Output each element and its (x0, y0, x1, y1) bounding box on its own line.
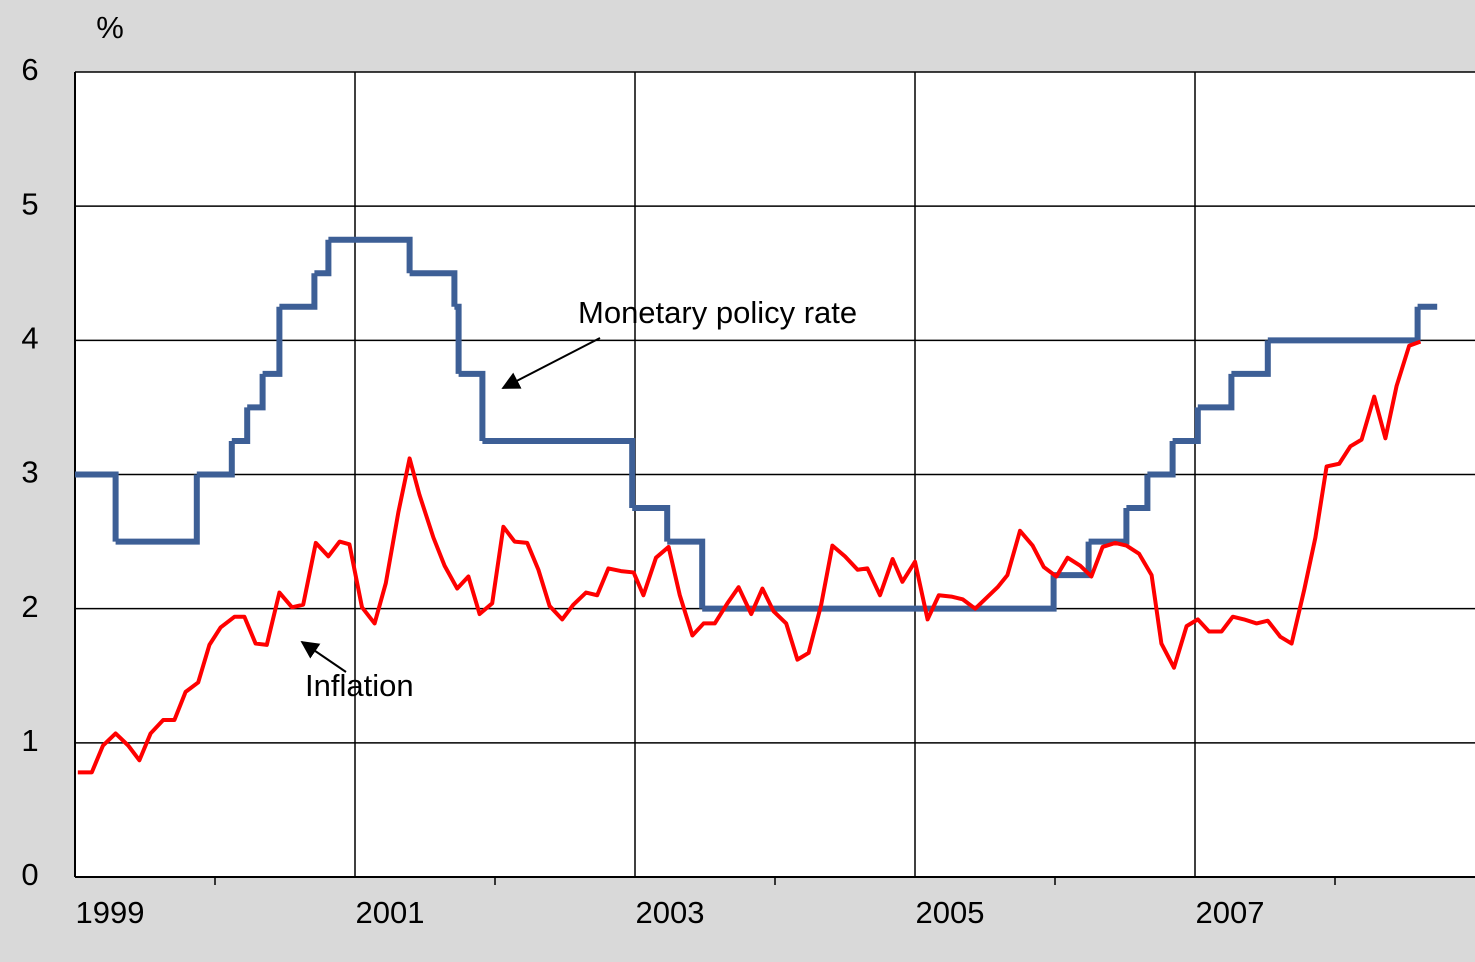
x-tick-label: 2007 (1196, 895, 1265, 930)
annotation-arrow (300, 640, 347, 673)
y-tick-label: 5 (21, 186, 38, 221)
y-tick-label: 3 (21, 455, 38, 490)
step-segment (1172, 407, 1201, 444)
step-segment (75, 471, 119, 542)
step-segment (1231, 340, 1271, 377)
y-tick-label: 1 (21, 723, 38, 758)
step-segment (279, 273, 318, 310)
step-segment (667, 538, 706, 609)
series-annotation: Inflation (305, 668, 414, 703)
step-segment (1197, 373, 1235, 411)
step-segment (231, 407, 251, 444)
data-line (77, 339, 1422, 775)
y-tick-label: 0 (21, 857, 38, 892)
step-segment (115, 474, 200, 545)
step-segment (1088, 508, 1130, 545)
step-segment (632, 505, 671, 542)
y-tick-label: 2 (21, 589, 38, 624)
step-segment (314, 239, 332, 277)
y-tick-label: 4 (21, 321, 38, 356)
y-axis-label: % (96, 10, 124, 45)
y-tick-label: 6 (21, 52, 38, 87)
step-segment (196, 440, 235, 478)
step-segment (1126, 474, 1151, 512)
step-segment (482, 437, 636, 509)
series-annotation: Monetary policy rate (578, 295, 857, 330)
step-segment (454, 303, 462, 374)
x-tick-label: 2005 (916, 895, 985, 930)
x-tick-label: 2003 (636, 895, 705, 930)
annotation-arrow (501, 337, 601, 389)
x-tick-label: 2001 (356, 895, 425, 930)
step-segment (409, 270, 458, 307)
step-segment (1267, 306, 1421, 344)
step-segment (262, 306, 283, 377)
step-segment (328, 236, 413, 274)
x-tick-label: 1999 (76, 895, 145, 930)
step-segment (247, 373, 266, 411)
step-segment (1147, 440, 1176, 478)
step-segment (458, 370, 486, 441)
